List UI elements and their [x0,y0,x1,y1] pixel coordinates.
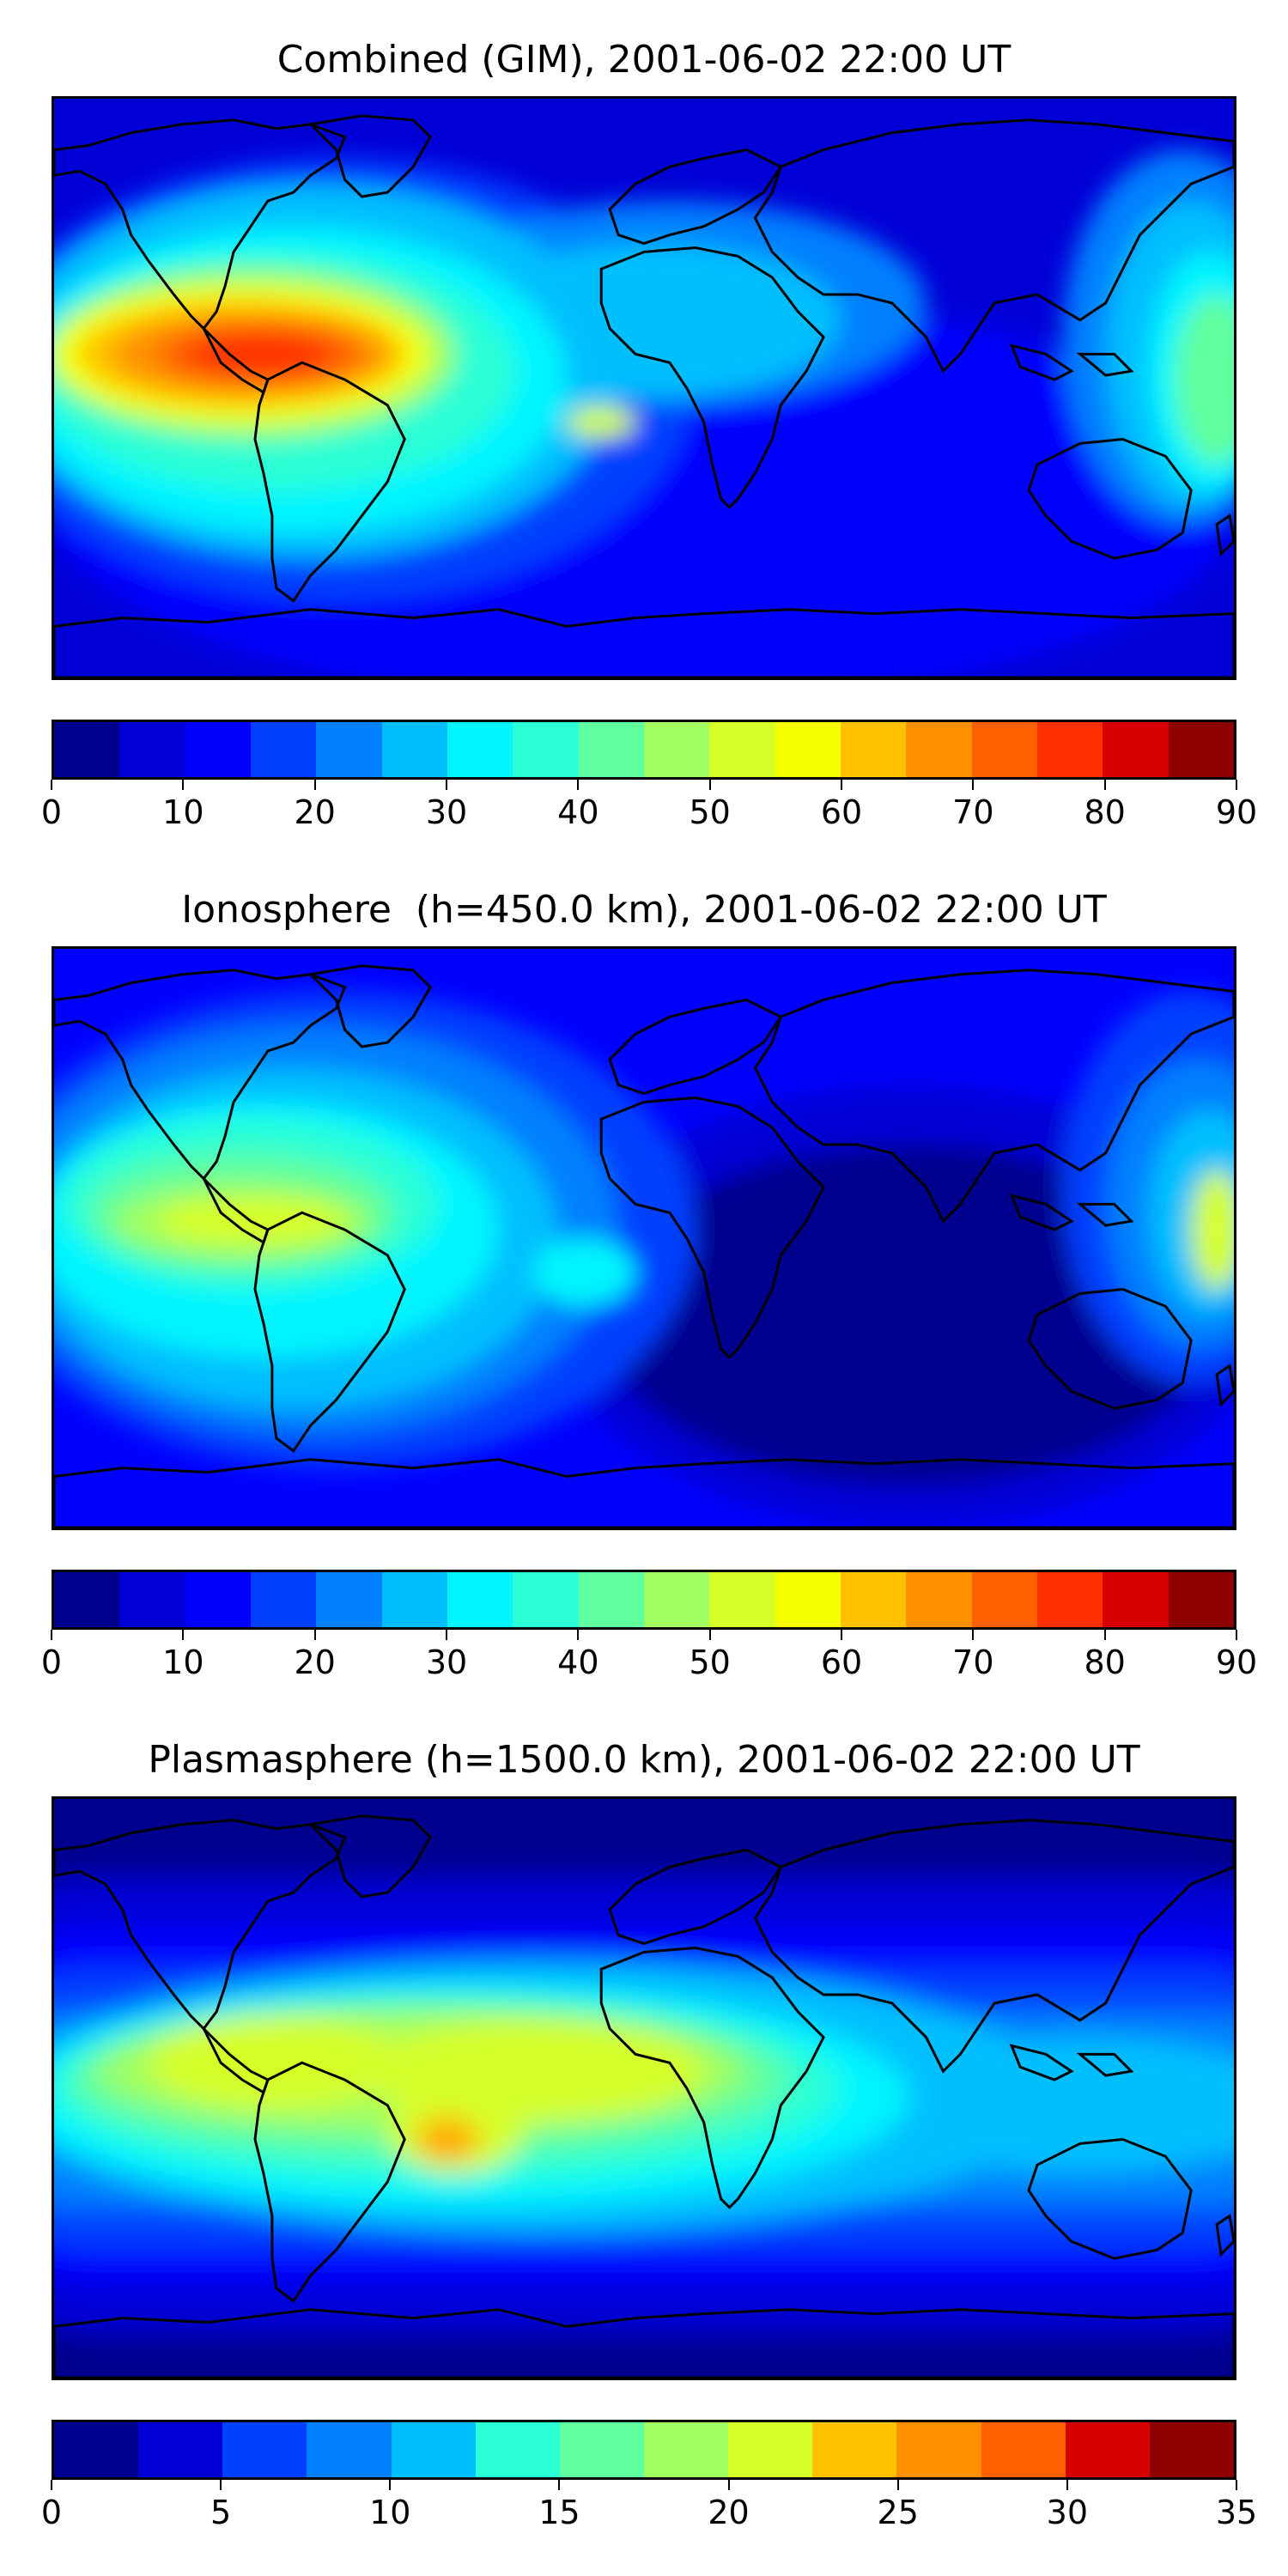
colorbar-level [54,2422,139,2477]
colorbar-level [316,722,382,777]
map-combined [52,96,1236,680]
colorbar-level [1103,1572,1169,1627]
colorbar-level [119,1572,185,1627]
colorbar-level [475,2422,560,2477]
colorbar-level [840,722,907,777]
colorbar-combined [52,720,1236,780]
colorbar-tick-label: 20 [708,2494,750,2531]
colorbar-ticks-combined: 0 10 20 30 40 50 60 70 80 90 [41,780,1257,831]
colorbar-level [447,1572,513,1627]
colorbar-tick-label: 15 [538,2494,580,2531]
colorbar-level [391,2422,476,2477]
colorbar-level [709,722,775,777]
colorbar-ticks-plasmasphere: 0 5 10 15 20 25 30 35 [41,2480,1257,2531]
colorbar-level [559,2422,644,2477]
colorbar-tick-label: 50 [689,793,731,831]
colorbar-tick-label: 35 [1215,2494,1258,2531]
colorbar-tick-label: 5 [210,2494,232,2531]
colorbar-level [307,2422,392,2477]
colorbar-tick-label: 20 [294,793,336,831]
colorbar-level [906,1572,972,1627]
colorbar-ionosphere [52,1570,1236,1630]
colorbar-tick-label: 10 [162,793,204,831]
colorbar-level [119,722,185,777]
colorbar-tick-label: 50 [689,1643,731,1681]
colorbar-level [185,1572,251,1627]
colorbar-level [513,722,579,777]
colorbar-level [1149,2422,1234,2477]
colorbar-level [971,1572,1037,1627]
colorbar-level [54,1572,120,1627]
colorbar-level [381,1572,447,1627]
colorbar-tick-label: 25 [877,2494,919,2531]
colorbar-level [1168,1572,1234,1627]
colorbar-tick-label: 90 [1215,793,1258,831]
colorbar-level [728,2422,813,2477]
colorbar-level [138,2422,223,2477]
colorbar-tick-label: 40 [557,793,599,831]
colorbar-tick-label: 0 [40,793,63,831]
colorbar-level [709,1572,775,1627]
colorbar-tick-label: 80 [1084,793,1126,831]
colorbar-level [812,2422,897,2477]
colorbar-level [1036,1572,1103,1627]
colorbar-level [643,2422,729,2477]
colorbar-level [643,722,710,777]
panel-title-ionosphere: Ionosphere (h=450.0 km), 2001-06-02 22:0… [181,888,1107,932]
colorbar-level [1036,722,1103,777]
colorbar-tick-label: 60 [820,793,863,831]
colorbar-level [971,722,1037,777]
colorbar-tick-label: 90 [1215,1643,1258,1681]
colorbar-tick-label: 30 [425,793,468,831]
colorbar-level [643,1572,710,1627]
colorbar-level [381,722,447,777]
colorbar-tick-label: 10 [369,2494,411,2531]
colorbar-level [775,1572,841,1627]
colorbar-tick-label: 70 [952,1643,994,1681]
colorbar-level [222,2422,307,2477]
colorbar-level [250,1572,317,1627]
panel-title-plasmasphere: Plasmasphere (h=1500.0 km), 2001-06-02 2… [148,1738,1140,1782]
colorbar-level [840,1572,907,1627]
colorbar-tick-label: 30 [1046,2494,1089,2531]
colorbar-tick-label: 0 [40,2494,63,2531]
colorbar-level [250,722,317,777]
map-plasmasphere [52,1796,1236,2380]
colorbar-level [775,722,841,777]
colorbar-tick-label: 30 [425,1643,468,1681]
colorbar-plasmasphere [52,2420,1236,2480]
colorbar-level [1103,722,1169,777]
colorbar-level [981,2422,1066,2477]
colorbar-level [896,2422,981,2477]
colorbar-level [316,1572,382,1627]
colorbar-tick-label: 60 [820,1643,863,1681]
map-ionosphere [52,946,1236,1530]
colorbar-tick-label: 20 [294,1643,336,1681]
colorbar-tick-label: 40 [557,1643,599,1681]
panel-title-combined: Combined (GIM), 2001-06-02 22:00 UT [276,38,1012,82]
colorbar-tick-label: 80 [1084,1643,1126,1681]
colorbar-level [447,722,513,777]
colorbar-tick-label: 10 [162,1643,204,1681]
colorbar-level [185,722,251,777]
colorbar-level [1168,722,1234,777]
colorbar-level [578,1572,644,1627]
colorbar-tick-label: 70 [952,793,994,831]
colorbar-level [513,1572,579,1627]
colorbar-ticks-ionosphere: 0 10 20 30 40 50 60 70 80 90 [41,1630,1257,1681]
colorbar-level [578,722,644,777]
colorbar-tick-label: 0 [40,1643,63,1681]
colorbar-level [1065,2422,1150,2477]
colorbar-level [906,722,972,777]
colorbar-level [54,722,120,777]
